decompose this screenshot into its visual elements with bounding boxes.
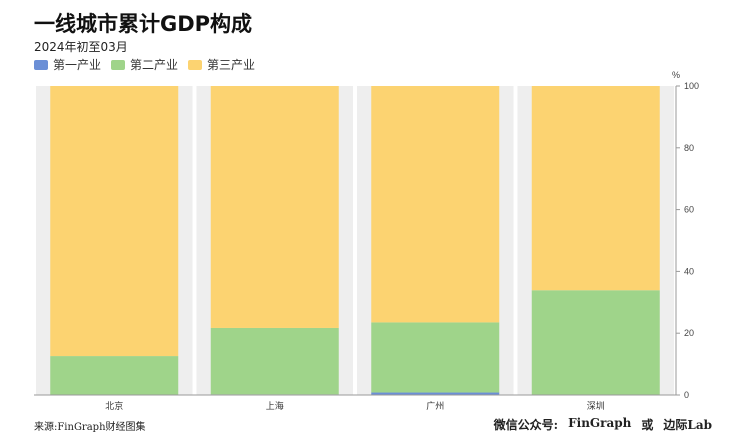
y-tick-label: 60 [684, 205, 694, 215]
x-tick-label: 北京 [105, 400, 123, 412]
y-tick-label: 100 [684, 81, 699, 91]
legend-item-secondary[interactable]: 第二产业 [111, 56, 178, 73]
y-unit-label: % [672, 70, 680, 80]
bar-secondary [531, 290, 660, 395]
bar-tertiary [50, 86, 179, 357]
bar-secondary [210, 327, 339, 395]
wechat-label: 微信公众号: [493, 418, 559, 432]
legend-swatch-tertiary [188, 59, 203, 70]
legend-item-tertiary[interactable]: 第三产业 [188, 56, 255, 73]
legend-swatch-secondary [111, 59, 126, 70]
footer-credits: 微信公众号: FinGraph 或 边际Lab [494, 416, 712, 433]
partner-name: 边际Lab [663, 418, 712, 432]
legend-label-tertiary: 第三产业 [207, 58, 256, 72]
bar-secondary [371, 322, 500, 393]
chart-title: 一线城市累计GDP构成 [34, 12, 253, 36]
legend: 第一产业 第二产业 第三产业 [34, 56, 255, 73]
or-text: 或 [641, 418, 654, 432]
brand-name: FinGraph [568, 416, 632, 430]
source-note: 来源:FinGraph财经图集 [34, 422, 146, 433]
x-tick-label: 广州 [426, 400, 444, 412]
y-tick-label: 0 [684, 390, 689, 400]
legend-swatch-primary [34, 59, 48, 70]
bar-tertiary [531, 86, 660, 291]
chart-subtitle: 2024年初至03月 [34, 40, 128, 54]
y-tick-label: 80 [684, 143, 694, 153]
legend-label-secondary: 第二产业 [130, 58, 179, 72]
legend-item-primary[interactable]: 第一产业 [34, 56, 101, 73]
y-tick-label: 40 [684, 266, 694, 276]
y-tick-label: 20 [684, 328, 694, 338]
bar-primary [371, 392, 500, 395]
bar-tertiary [210, 86, 339, 328]
x-tick-label: 上海 [266, 400, 284, 412]
bar-tertiary [371, 86, 500, 323]
bar-secondary [50, 356, 179, 395]
legend-label-primary: 第一产业 [53, 58, 102, 72]
x-tick-label: 深圳 [587, 401, 605, 412]
